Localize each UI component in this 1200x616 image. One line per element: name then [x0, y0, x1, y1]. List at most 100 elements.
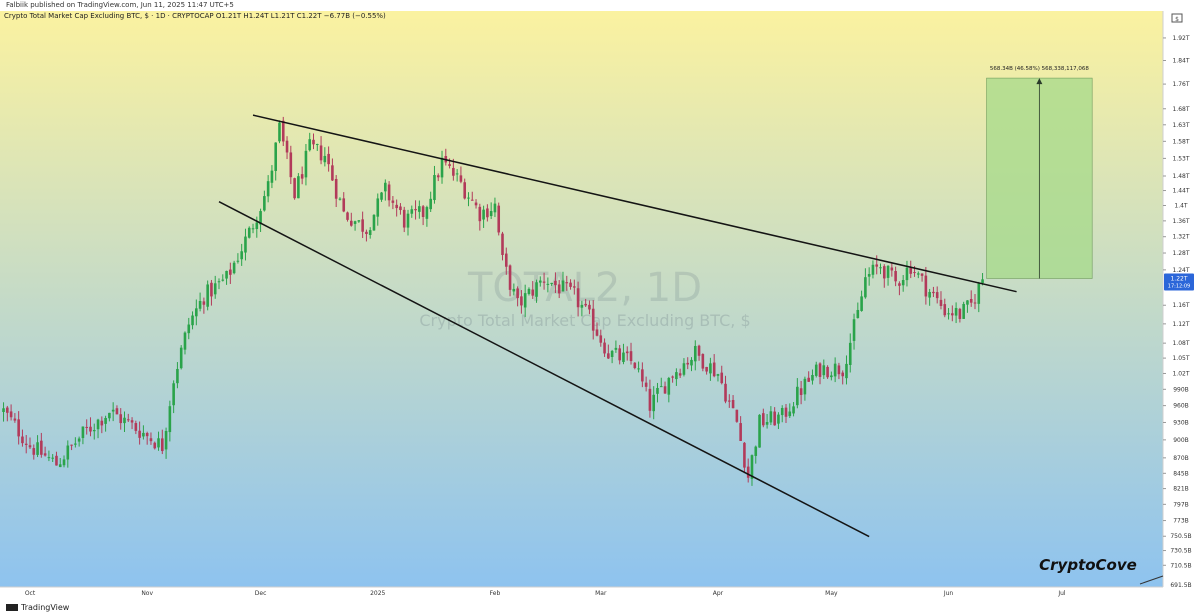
candle-body [66, 445, 70, 460]
candle-body [935, 292, 939, 299]
y-tick-label: 1.36T [1172, 218, 1189, 225]
candle-body [720, 372, 724, 384]
candle-body [822, 365, 826, 376]
currency-unit-icon[interactable] [1171, 13, 1183, 23]
candle-body [300, 174, 304, 179]
candle-body [9, 411, 13, 418]
candle-body [493, 203, 497, 213]
candle-body [470, 199, 474, 201]
candle-body [157, 438, 160, 448]
candle-body [62, 459, 66, 466]
candle-body [164, 430, 168, 450]
candle-body [523, 293, 527, 308]
candle-body [565, 282, 569, 284]
candle-body [663, 386, 667, 394]
price-axis[interactable]: 1.92T 1.84T 1.76T 1.68T 1.63T 1.58T 1.53T 1.48T… [1163, 35, 1194, 589]
candle-body [531, 289, 535, 296]
candle-body [788, 411, 792, 417]
candle-body [195, 308, 198, 317]
candle-body [629, 351, 633, 362]
candle-body [618, 348, 621, 361]
candle-body [474, 202, 478, 206]
candle-body [841, 372, 844, 377]
candle-body [89, 426, 92, 432]
candle-body [225, 270, 228, 279]
y-tick-label: 1.24T [1172, 267, 1189, 274]
y-tick-label: 960B [1173, 403, 1189, 410]
candle-body [939, 299, 943, 306]
candle-body [221, 279, 225, 281]
trendline-support[interactable] [218, 201, 870, 538]
candle-body [176, 368, 179, 384]
symbol-legend[interactable]: Crypto Total Market Cap Excluding BTC, $… [4, 12, 386, 20]
y-tick-label: 900B [1173, 437, 1189, 444]
candle-body [142, 432, 145, 437]
candle-body [977, 283, 981, 304]
candle-body [867, 274, 871, 277]
candle-body [943, 304, 947, 316]
candle-body [376, 198, 380, 217]
candle-body [13, 418, 17, 421]
candle-body [754, 446, 758, 456]
candle-body [85, 426, 88, 428]
candle-body [70, 444, 73, 446]
candle-body [289, 152, 293, 178]
candle-body [833, 363, 837, 377]
candle-body [323, 155, 327, 163]
candle-body [172, 383, 175, 406]
candle-body [410, 209, 414, 214]
candle-body [932, 291, 935, 294]
candle-body [799, 388, 803, 395]
candle-body [682, 363, 686, 375]
candles [2, 116, 984, 486]
candle-body [206, 284, 209, 307]
candle-body [482, 209, 485, 220]
candle-body [591, 308, 595, 331]
candle-body [304, 150, 308, 178]
candle-body [43, 453, 47, 456]
candle-body [584, 303, 587, 306]
candle-body [391, 200, 395, 203]
candle-body [580, 304, 584, 308]
time-axis[interactable]: Oct Nov Dec 2025 Feb Mar Apr May Jun Jul [25, 590, 1066, 597]
candle-body [845, 363, 848, 379]
y-tick-label: 710.5B [1170, 562, 1191, 569]
candle-body [875, 264, 879, 267]
candle-body [115, 408, 119, 415]
candle-body [981, 279, 984, 284]
candle-body [625, 351, 629, 354]
candle-body [17, 419, 20, 437]
target-projection[interactable]: 568.34B (46.58%) 568,338,117,068 [986, 66, 1093, 279]
candle-body [520, 296, 523, 306]
candle-body [40, 440, 43, 455]
currency-unit-glyph: $ [1175, 16, 1179, 23]
candle-body [603, 342, 606, 354]
trendlines[interactable] [218, 114, 1017, 538]
candle-body [969, 298, 973, 303]
y-tick-label: 750.5B [1170, 533, 1191, 540]
candle-body [213, 283, 217, 295]
candle-body [739, 423, 742, 441]
candle-body [319, 145, 323, 161]
candle-body [905, 267, 909, 281]
candle-body [210, 282, 213, 297]
candle-body [890, 267, 894, 271]
candle-body [285, 140, 289, 153]
candle-body [402, 209, 406, 228]
candle-body [644, 382, 648, 387]
x-tick-label: Oct [25, 590, 36, 597]
candle-body [308, 139, 312, 151]
candle-body [463, 182, 466, 199]
candle-body [901, 279, 905, 286]
candle-body [735, 409, 739, 422]
tradingview-logo: TradingView [6, 603, 69, 612]
candle-body [852, 319, 856, 341]
candle-body [898, 283, 901, 286]
last-price-tag[interactable] [1164, 273, 1194, 291]
candle-body [724, 383, 727, 402]
candle-body [917, 273, 920, 275]
candle-body [966, 300, 969, 305]
candle-body [803, 378, 807, 395]
trendline-resistance[interactable] [252, 114, 1017, 293]
